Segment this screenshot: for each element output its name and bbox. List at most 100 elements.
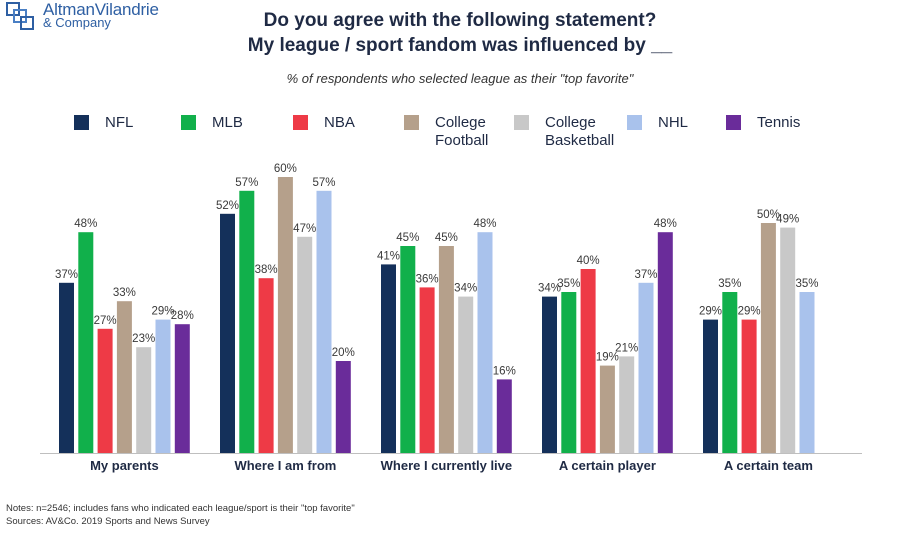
legend-swatch-college-basketball — [514, 115, 529, 130]
bar-where-i-am-from-nfl — [220, 213, 235, 453]
bar-where-i-currently-live-nfl — [381, 264, 396, 453]
legend-item-college-basketball: College Basketball — [514, 114, 614, 150]
bar-my-parents-nfl — [59, 282, 74, 453]
data-label-a-certain-team-nhl: 35% — [795, 278, 818, 290]
bar-where-i-currently-live-college-basketball — [458, 296, 474, 453]
chart-title-line2: My league / sport fandom was influenced … — [247, 35, 673, 56]
data-label-where-i-currently-live-college-football: 45% — [435, 232, 458, 244]
data-label-my-parents-mlb: 48% — [74, 218, 97, 230]
legend-label-tennis: Tennis — [757, 114, 801, 131]
bar-a-certain-player-nfl — [542, 296, 557, 453]
chart-title: Do you agree with the following statemen… — [263, 10, 657, 31]
data-label-where-i-am-from-tennis: 20% — [332, 347, 355, 359]
data-label-my-parents-nba: 27% — [94, 315, 117, 327]
data-label-my-parents-college-football: 33% — [113, 287, 136, 299]
bar-my-parents-nba — [97, 328, 113, 453]
data-label-a-certain-player-nfl: 34% — [538, 283, 561, 295]
data-label-where-i-currently-live-nfl: 41% — [377, 250, 400, 262]
legend-item-nhl: NHL — [627, 114, 688, 132]
bar-where-i-am-from-college-football — [277, 177, 293, 453]
legend-label-mlb: MLB — [212, 114, 243, 131]
bar-where-i-currently-live-nba — [419, 287, 435, 453]
company-logo: AltmanVilandrie & Company — [6, 0, 206, 32]
bar-my-parents-nhl — [155, 319, 171, 453]
bar-where-i-am-from-nba — [258, 278, 274, 453]
data-label-where-i-currently-live-nba: 36% — [416, 273, 439, 285]
category-label-where-i-currently-live: Where I currently live — [381, 458, 513, 473]
bar-my-parents-tennis — [174, 324, 190, 453]
bar-a-certain-player-mlb — [561, 292, 577, 453]
bar-where-i-am-from-college-basketball — [297, 236, 313, 453]
data-label-a-certain-team-college-football: 50% — [757, 209, 780, 221]
bar-a-certain-team-mlb — [722, 292, 738, 453]
bar-where-i-currently-live-college-football — [438, 246, 454, 453]
legend-swatch-nhl — [627, 115, 642, 130]
data-label-a-certain-team-college-basketball: 49% — [776, 214, 799, 226]
bar-a-certain-player-nhl — [638, 282, 654, 453]
legend-label-college-basketball: College Basketball — [545, 114, 615, 149]
legend-label-nhl: NHL — [658, 114, 689, 131]
data-label-a-certain-player-college-football: 19% — [596, 352, 619, 364]
data-label-where-i-am-from-college-football: 60% — [274, 163, 297, 175]
data-label-where-i-currently-live-mlb: 45% — [396, 232, 419, 244]
bar-where-i-am-from-mlb — [239, 190, 255, 454]
footnote-notes: Notes: n=2546; includes fans who indicat… — [6, 503, 355, 514]
data-label-where-i-currently-live-college-basketball: 34% — [454, 283, 477, 295]
logo-subname: & Company — [43, 15, 111, 30]
data-label-where-i-am-from-college-basketball: 47% — [293, 223, 316, 235]
bar-my-parents-college-basketball — [136, 347, 152, 453]
legend-label-nba: NBA — [324, 114, 355, 131]
bar-a-certain-team-college-football — [760, 223, 776, 453]
category-label-a-certain-player: A certain player — [559, 458, 656, 473]
data-label-a-certain-player-mlb: 35% — [557, 278, 580, 290]
data-label-where-i-am-from-nba: 38% — [255, 264, 278, 276]
bar-where-i-currently-live-tennis — [496, 379, 512, 453]
legend-item-mlb: MLB — [181, 114, 243, 132]
bar-a-certain-player-college-football — [599, 365, 615, 453]
bar-where-i-am-from-nhl — [316, 190, 332, 454]
data-label-where-i-currently-live-tennis: 16% — [493, 365, 516, 377]
bar-a-certain-team-nhl — [799, 292, 815, 453]
legend-swatch-college-football — [404, 115, 419, 130]
legend-label-nfl: NFL — [105, 114, 134, 131]
data-label-a-certain-team-mlb: 35% — [718, 278, 741, 290]
category-label-where-i-am-from: Where I am from — [234, 458, 336, 473]
data-label-my-parents-nhl: 29% — [151, 306, 174, 318]
legend-label-college-football: College Football — [435, 114, 489, 149]
bar-a-certain-team-nfl — [703, 319, 718, 453]
logo-name: AltmanVilandrie — [43, 0, 159, 19]
bar-a-certain-player-nba — [580, 269, 596, 453]
data-label-a-certain-player-college-basketball: 21% — [615, 342, 638, 354]
legend-swatch-nba — [293, 115, 308, 130]
data-label-where-i-am-from-nhl: 57% — [312, 177, 335, 189]
footnote-sources: Sources: AV&Co. 2019 Sports and News Sur… — [6, 516, 210, 527]
data-label-a-certain-team-nba: 29% — [738, 306, 761, 318]
data-label-a-certain-team-nfl: 29% — [699, 306, 722, 318]
data-label-my-parents-tennis: 28% — [171, 310, 194, 322]
legend-swatch-tennis — [726, 115, 741, 130]
data-label-where-i-am-from-nfl: 52% — [216, 200, 239, 212]
bar-where-i-currently-live-mlb — [400, 246, 416, 453]
data-label-a-certain-player-nhl: 37% — [634, 269, 657, 281]
data-label-my-parents-nfl: 37% — [55, 269, 78, 281]
data-label-my-parents-college-basketball: 23% — [132, 333, 155, 345]
legend-item-nba: NBA — [293, 114, 355, 132]
data-label-a-certain-player-tennis: 48% — [654, 218, 677, 230]
chart-subtitle: % of respondents who selected league as … — [286, 71, 634, 86]
category-label-a-certain-team: A certain team — [724, 458, 813, 473]
bar-my-parents-mlb — [78, 232, 94, 453]
data-label-a-certain-player-nba: 40% — [577, 255, 600, 267]
bar-a-certain-player-tennis — [657, 232, 673, 453]
bar-a-certain-team-nba — [741, 319, 757, 453]
legend-item-college-football: College Football — [404, 114, 488, 150]
bar-a-certain-team-college-basketball — [780, 227, 796, 453]
logo-mark-icon — [6, 2, 34, 30]
data-label-where-i-currently-live-nhl: 48% — [473, 218, 496, 230]
bar-where-i-am-from-tennis — [335, 361, 351, 453]
legend-item-nfl: NFL — [74, 114, 133, 132]
bar-my-parents-college-football — [116, 301, 132, 453]
bar-where-i-currently-live-nhl — [477, 232, 493, 453]
legend-swatch-mlb — [181, 115, 196, 130]
data-label-where-i-am-from-mlb: 57% — [235, 177, 258, 189]
